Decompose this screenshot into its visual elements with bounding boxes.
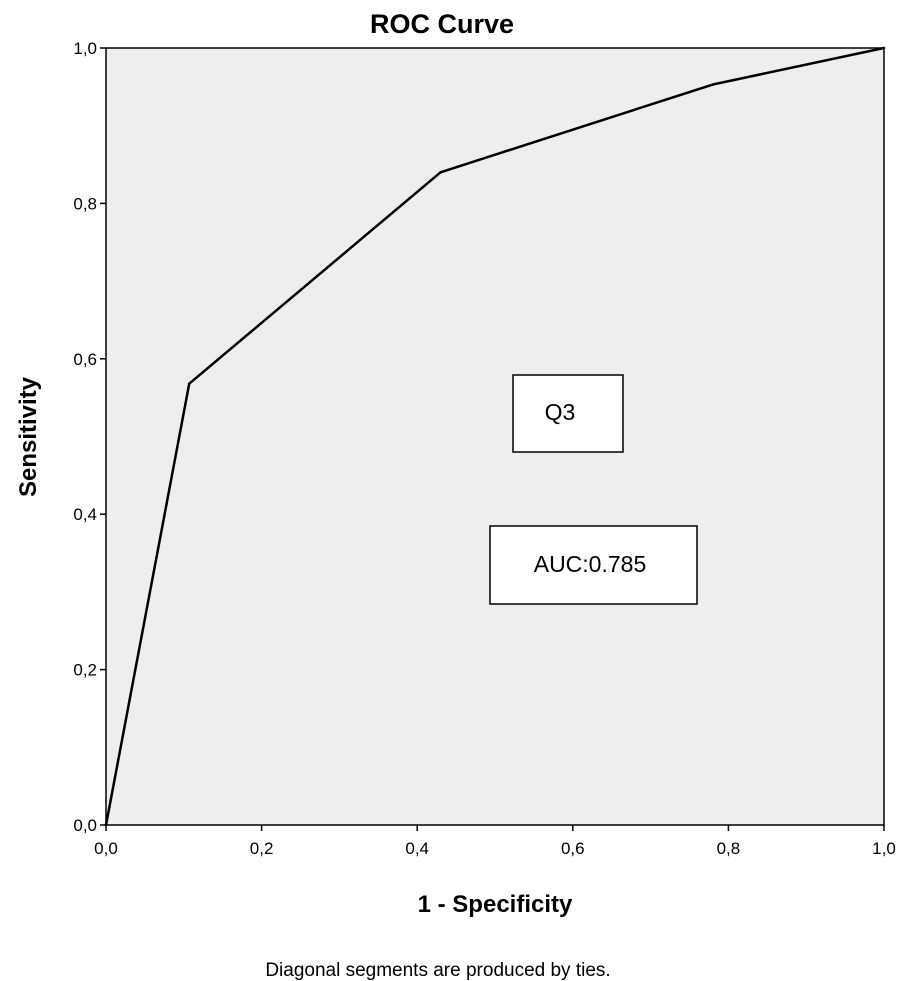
plot-area	[105, 47, 885, 826]
roc-point	[439, 171, 442, 174]
y-tick-label: 1,0	[73, 39, 97, 58]
x-axis-ticks: 0,0 0,2 0,4 0,6 0,8 1,0	[94, 825, 896, 858]
x-tick-label: 0,2	[250, 839, 274, 858]
annotation-auc-text: AUC:0.785	[534, 551, 647, 577]
roc-point	[882, 46, 886, 50]
x-tick-label: 0,0	[94, 839, 118, 858]
x-axis-label: 1 - Specificity	[418, 891, 573, 918]
y-tick-label: 0,4	[73, 505, 97, 524]
annotation-q3-box: Q3	[512, 374, 624, 453]
annotation-q3-text: Q3	[545, 399, 576, 425]
y-tick-label: 0,6	[73, 350, 97, 369]
footnote: Diagonal segments are produced by ties.	[265, 960, 610, 981]
y-tick-label: 0,8	[73, 194, 97, 213]
x-tick-label: 0,8	[717, 839, 741, 858]
roc-point	[711, 83, 715, 86]
x-tick-label: 1,0	[872, 839, 896, 858]
y-tick-label: 0,2	[73, 661, 97, 680]
annotation-auc-box: AUC:0.785	[489, 525, 698, 605]
y-axis-ticks: 0,0 0,2 0,4 0,6 0,8 1,0	[73, 39, 106, 835]
x-tick-label: 0,4	[405, 839, 429, 858]
y-axis-label: Sensitivity	[15, 376, 42, 497]
y-tick-label: 0,0	[73, 816, 97, 835]
chart-title: ROC Curve	[370, 9, 514, 39]
roc-point	[104, 823, 108, 827]
roc-curve-points	[104, 46, 886, 827]
roc-point	[187, 382, 191, 385]
x-tick-label: 0,6	[561, 839, 585, 858]
